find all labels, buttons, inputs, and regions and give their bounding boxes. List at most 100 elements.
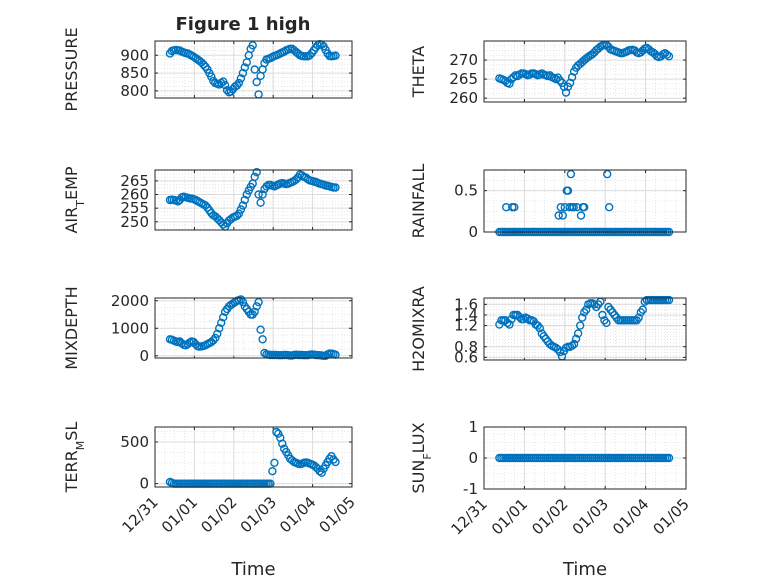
data-point (576, 321, 585, 330)
x-tick-label: 01/03 (237, 493, 280, 536)
data-point (256, 325, 265, 334)
data-point (569, 339, 579, 349)
data-point (664, 52, 674, 61)
y-axis-label: MIXDEPTH (62, 286, 81, 369)
y-tick-label: 255 (120, 199, 149, 217)
data-point (216, 318, 226, 327)
y-tick-label: 1.6 (454, 295, 478, 313)
data-point (262, 182, 271, 191)
data-point (569, 202, 578, 212)
data-point (554, 211, 563, 220)
axes-frame (154, 169, 353, 231)
data-point (580, 202, 589, 212)
y-tick-label: 260 (120, 186, 149, 204)
y-tick-label: 1.4 (454, 306, 478, 324)
data-point (268, 467, 277, 476)
data-point (252, 167, 261, 177)
data-point (218, 313, 228, 322)
y-tick-label: 1000 (111, 319, 149, 337)
axes-frame (483, 297, 687, 361)
data-series (165, 167, 340, 231)
y-axis-label: PRESSURE (62, 27, 81, 111)
data-point (201, 201, 210, 210)
data-point (240, 63, 250, 72)
data-point (664, 295, 674, 305)
axes-frame (483, 40, 687, 103)
axes-frame (154, 40, 353, 99)
axes-frame (483, 169, 687, 233)
x-tick-label: 01/01 (158, 493, 201, 536)
data-point (331, 51, 340, 60)
data-point (331, 183, 340, 192)
data-point (566, 169, 576, 179)
x-tick-label: 01/05 (316, 493, 359, 536)
data-point (254, 297, 263, 307)
data-point (236, 205, 246, 214)
y-tick-label: 0.6 (454, 348, 478, 366)
y-tick-label: 1.2 (454, 317, 478, 335)
data-point (248, 41, 257, 50)
y-axis-label: RAINFALL (409, 164, 428, 239)
data-point (238, 297, 248, 307)
y-tick-label: 2000 (111, 292, 149, 310)
data-point (214, 324, 224, 333)
axes-frame (154, 297, 353, 359)
data-point (177, 339, 187, 348)
data-point (602, 318, 611, 328)
data-point (317, 468, 326, 477)
data-point (555, 347, 565, 357)
data-point (573, 329, 583, 338)
data-point (331, 457, 340, 467)
data-point (551, 74, 561, 84)
data-point (226, 87, 236, 96)
data-point (258, 335, 267, 344)
data-point (254, 190, 263, 199)
data-point (664, 453, 674, 463)
data-point (555, 76, 565, 85)
h2omixra-plot: 0.60.8 1.21.41.6 H2OMIXRA (409, 286, 687, 372)
y-tick-label: 265 (449, 70, 478, 88)
data-point (242, 190, 252, 199)
y-tick-label: 500 (120, 433, 149, 451)
data-point (272, 427, 281, 437)
data-point (234, 209, 244, 218)
data-point (556, 202, 565, 212)
x-axis-label: Time (562, 559, 607, 580)
data-point (213, 329, 222, 338)
data-point (250, 172, 259, 182)
data-point (505, 320, 514, 329)
y-tick-label: 0 (468, 223, 478, 241)
data-point (278, 439, 287, 448)
y-tick-label: 270 (449, 51, 478, 69)
data-point (207, 72, 216, 81)
y-tick-label: 900 (120, 46, 149, 64)
x-tick-label: 01/02 (528, 495, 571, 538)
data-point (236, 74, 246, 83)
data-point (256, 198, 265, 207)
data-point (274, 429, 283, 438)
data-point (220, 80, 230, 90)
data-point (519, 315, 528, 324)
data-point (535, 324, 544, 333)
x-tick-label: 12/31 (448, 495, 491, 538)
data-point (258, 190, 267, 199)
figure-title: Figure 1 high (176, 14, 311, 35)
data-point (571, 334, 581, 343)
data-point (211, 333, 220, 343)
y-tick-label: 800 (120, 82, 149, 100)
data-point (605, 202, 614, 212)
axes-frame (483, 426, 687, 490)
data-point (598, 310, 607, 320)
y-tick-label: 0.5 (454, 182, 478, 200)
data-series (165, 295, 340, 360)
data-point (510, 202, 519, 212)
data-point (232, 211, 242, 221)
sunflux-plot: -1 0 1 SUNFLUX 12/3101/0101/0201/0301/0401/0… (409, 418, 693, 580)
data-point (505, 79, 514, 88)
data-point (234, 78, 244, 88)
y-tick-label: 260 (449, 89, 478, 107)
data-series (165, 40, 340, 99)
data-point (250, 65, 259, 74)
